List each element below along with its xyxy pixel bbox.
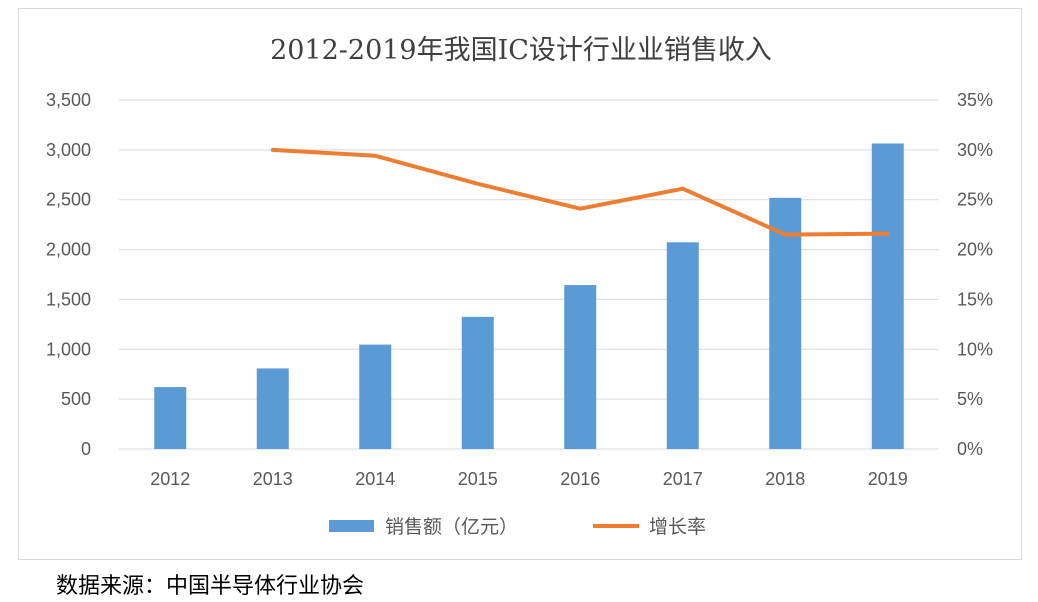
left-tick-label: 500 bbox=[61, 389, 91, 409]
x-tick-label: 2014 bbox=[355, 469, 395, 489]
left-tick-label: 2,500 bbox=[46, 190, 91, 210]
legend-bar-label: 销售额（亿元） bbox=[385, 516, 518, 538]
x-tick-label: 2016 bbox=[560, 469, 600, 489]
chart: 2012-2019年我国IC设计行业业销售收入 0 500 1,000 1,500 2,… bbox=[46, 35, 993, 538]
x-tick-label: 2017 bbox=[663, 469, 703, 489]
chart-frame: 2012-2019年我国IC设计行业业销售收入 0 500 1,000 1,500 2,… bbox=[18, 8, 1022, 560]
left-tick-label: 3,500 bbox=[46, 90, 91, 110]
right-axis: 0% 5% 10% 15% 20% 25% 30% 35% bbox=[957, 90, 993, 459]
right-tick-label: 20% bbox=[957, 240, 993, 260]
legend-bar-swatch bbox=[329, 520, 374, 532]
right-tick-label: 15% bbox=[957, 289, 993, 309]
bar bbox=[461, 316, 494, 449]
bar bbox=[256, 368, 289, 449]
left-axis: 0 500 1,000 1,500 2,000 2,500 3,000 3,500 bbox=[46, 90, 91, 459]
legend-line-label: 增长率 bbox=[649, 516, 706, 538]
right-tick-label: 35% bbox=[957, 90, 993, 110]
left-tick-label: 0 bbox=[81, 439, 91, 459]
bar bbox=[154, 387, 187, 449]
right-tick-label: 0% bbox=[957, 439, 983, 459]
line-series bbox=[270, 147, 890, 237]
right-tick-label: 30% bbox=[957, 140, 993, 160]
bar bbox=[359, 344, 392, 449]
x-tick-label: 2018 bbox=[765, 469, 805, 489]
growth-line bbox=[270, 147, 890, 237]
right-tick-label: 5% bbox=[957, 389, 983, 409]
right-tick-label: 10% bbox=[957, 339, 993, 359]
bar-series bbox=[154, 143, 904, 449]
x-tick-label: 2019 bbox=[868, 469, 908, 489]
bar bbox=[666, 242, 699, 449]
left-tick-label: 1,500 bbox=[46, 289, 91, 309]
x-tick-label: 2015 bbox=[458, 469, 498, 489]
chart-title: 2012-2019年我国IC设计行业业销售收入 bbox=[270, 35, 772, 66]
left-tick-label: 2,000 bbox=[46, 240, 91, 260]
x-axis: 2012 2013 2014 2015 2016 2017 2018 2019 bbox=[150, 469, 908, 489]
x-tick-label: 2013 bbox=[253, 469, 293, 489]
left-tick-label: 3,000 bbox=[46, 140, 91, 160]
right-tick-label: 25% bbox=[957, 190, 993, 210]
gridlines bbox=[119, 99, 939, 450]
source-note: 数据来源：中国半导体行业协会 bbox=[56, 574, 365, 599]
left-tick-label: 1,000 bbox=[46, 339, 91, 359]
bar bbox=[871, 143, 904, 449]
legend: 销售额（亿元） 增长率 bbox=[329, 516, 706, 538]
bar bbox=[564, 285, 597, 449]
bar bbox=[769, 197, 802, 449]
x-tick-label: 2012 bbox=[150, 469, 190, 489]
